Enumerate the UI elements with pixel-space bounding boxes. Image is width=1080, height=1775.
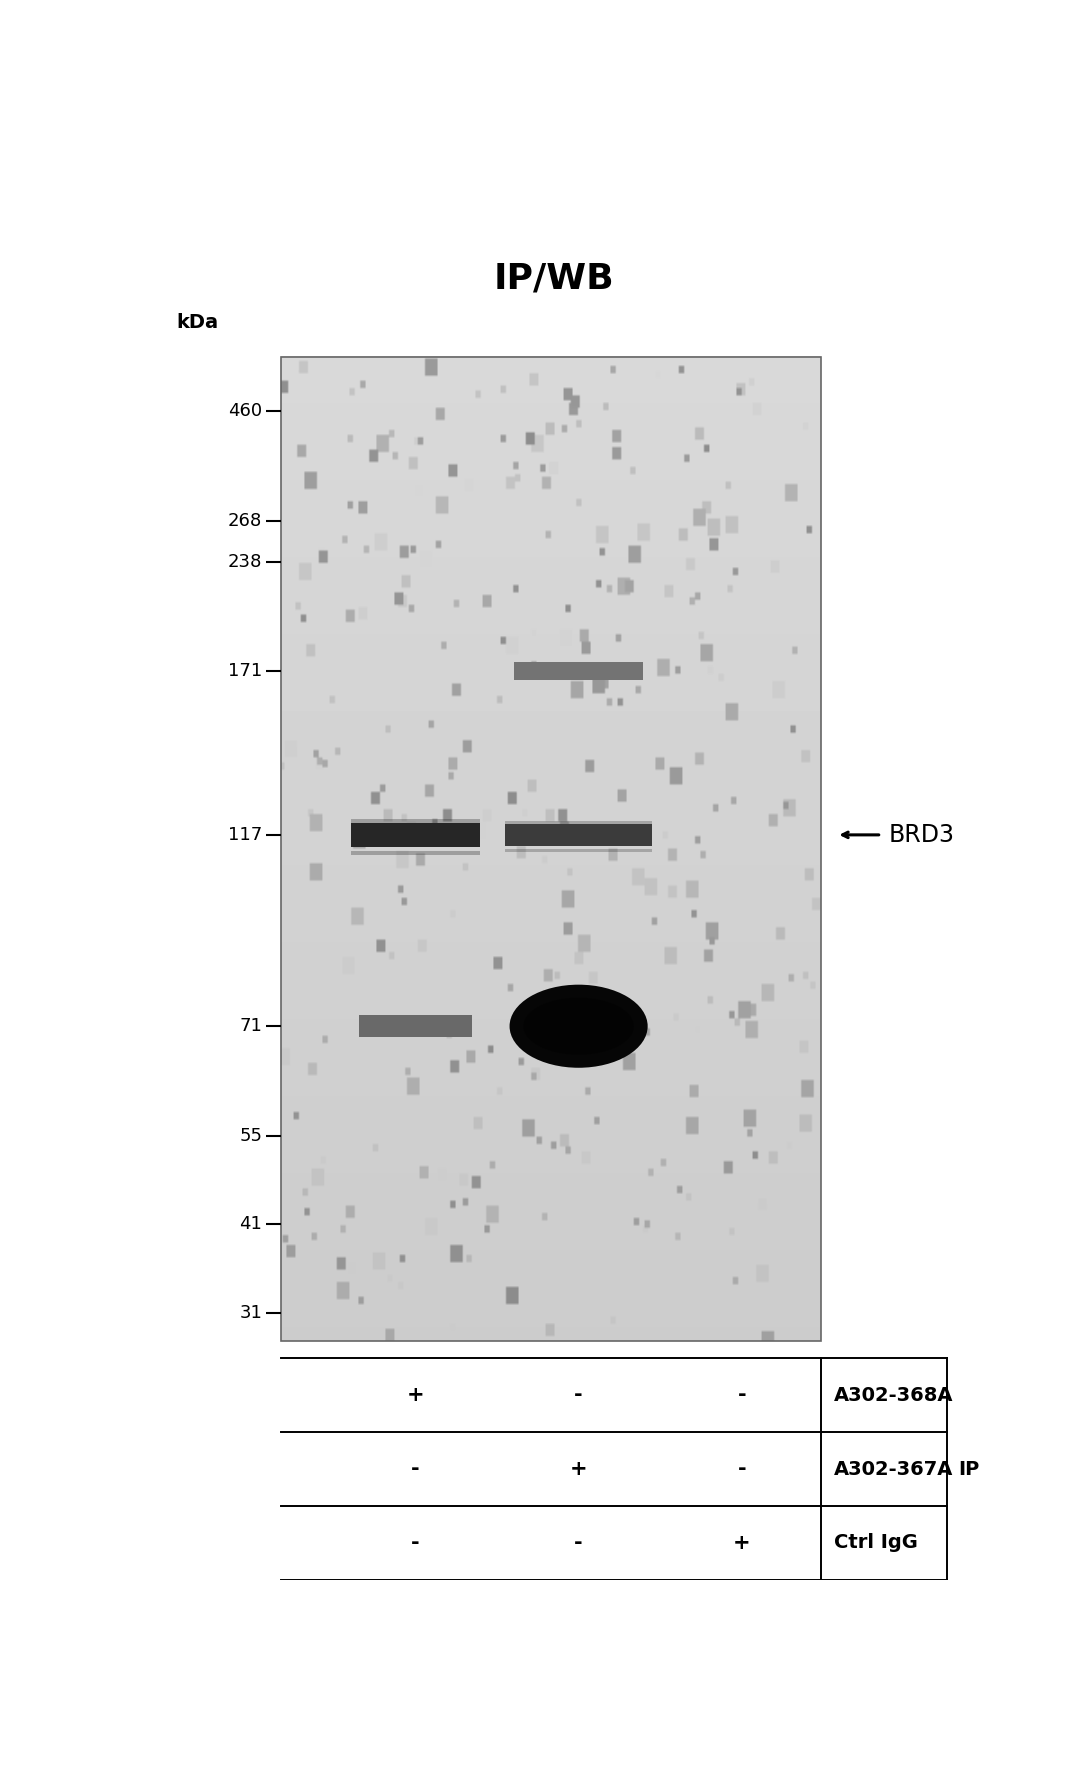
Text: 238: 238 — [228, 552, 262, 570]
Ellipse shape — [524, 998, 634, 1054]
Text: 71: 71 — [240, 1017, 262, 1035]
Text: A302-368A: A302-368A — [834, 1386, 954, 1404]
Bar — [359, 1015, 472, 1037]
Text: -: - — [738, 1459, 746, 1479]
Text: 55: 55 — [240, 1127, 262, 1145]
Text: Ctrl IgG: Ctrl IgG — [834, 1534, 918, 1553]
Text: +: + — [406, 1384, 424, 1406]
Text: kDa: kDa — [177, 312, 219, 332]
Text: 460: 460 — [228, 403, 262, 421]
Text: IP/WB: IP/WB — [494, 261, 613, 296]
Bar — [505, 824, 652, 847]
Bar — [505, 848, 652, 852]
Bar — [282, 357, 822, 1340]
Text: A302-367A: A302-367A — [834, 1459, 954, 1479]
Text: 41: 41 — [240, 1216, 262, 1234]
Bar — [351, 850, 481, 854]
Text: +: + — [570, 1459, 588, 1479]
Text: -: - — [575, 1384, 583, 1406]
Text: -: - — [575, 1534, 583, 1553]
Bar — [351, 818, 481, 822]
Ellipse shape — [510, 985, 648, 1069]
Text: +: + — [733, 1534, 751, 1553]
Text: -: - — [411, 1534, 420, 1553]
Text: 171: 171 — [228, 662, 262, 680]
Bar — [505, 820, 652, 824]
Text: 117: 117 — [228, 825, 262, 843]
Bar — [514, 662, 644, 680]
Text: -: - — [738, 1384, 746, 1406]
Bar — [351, 822, 481, 847]
Text: BRD3: BRD3 — [888, 824, 955, 847]
Text: 31: 31 — [240, 1305, 262, 1322]
Text: IP: IP — [958, 1459, 980, 1479]
Text: 268: 268 — [228, 511, 262, 529]
Text: -: - — [411, 1459, 420, 1479]
